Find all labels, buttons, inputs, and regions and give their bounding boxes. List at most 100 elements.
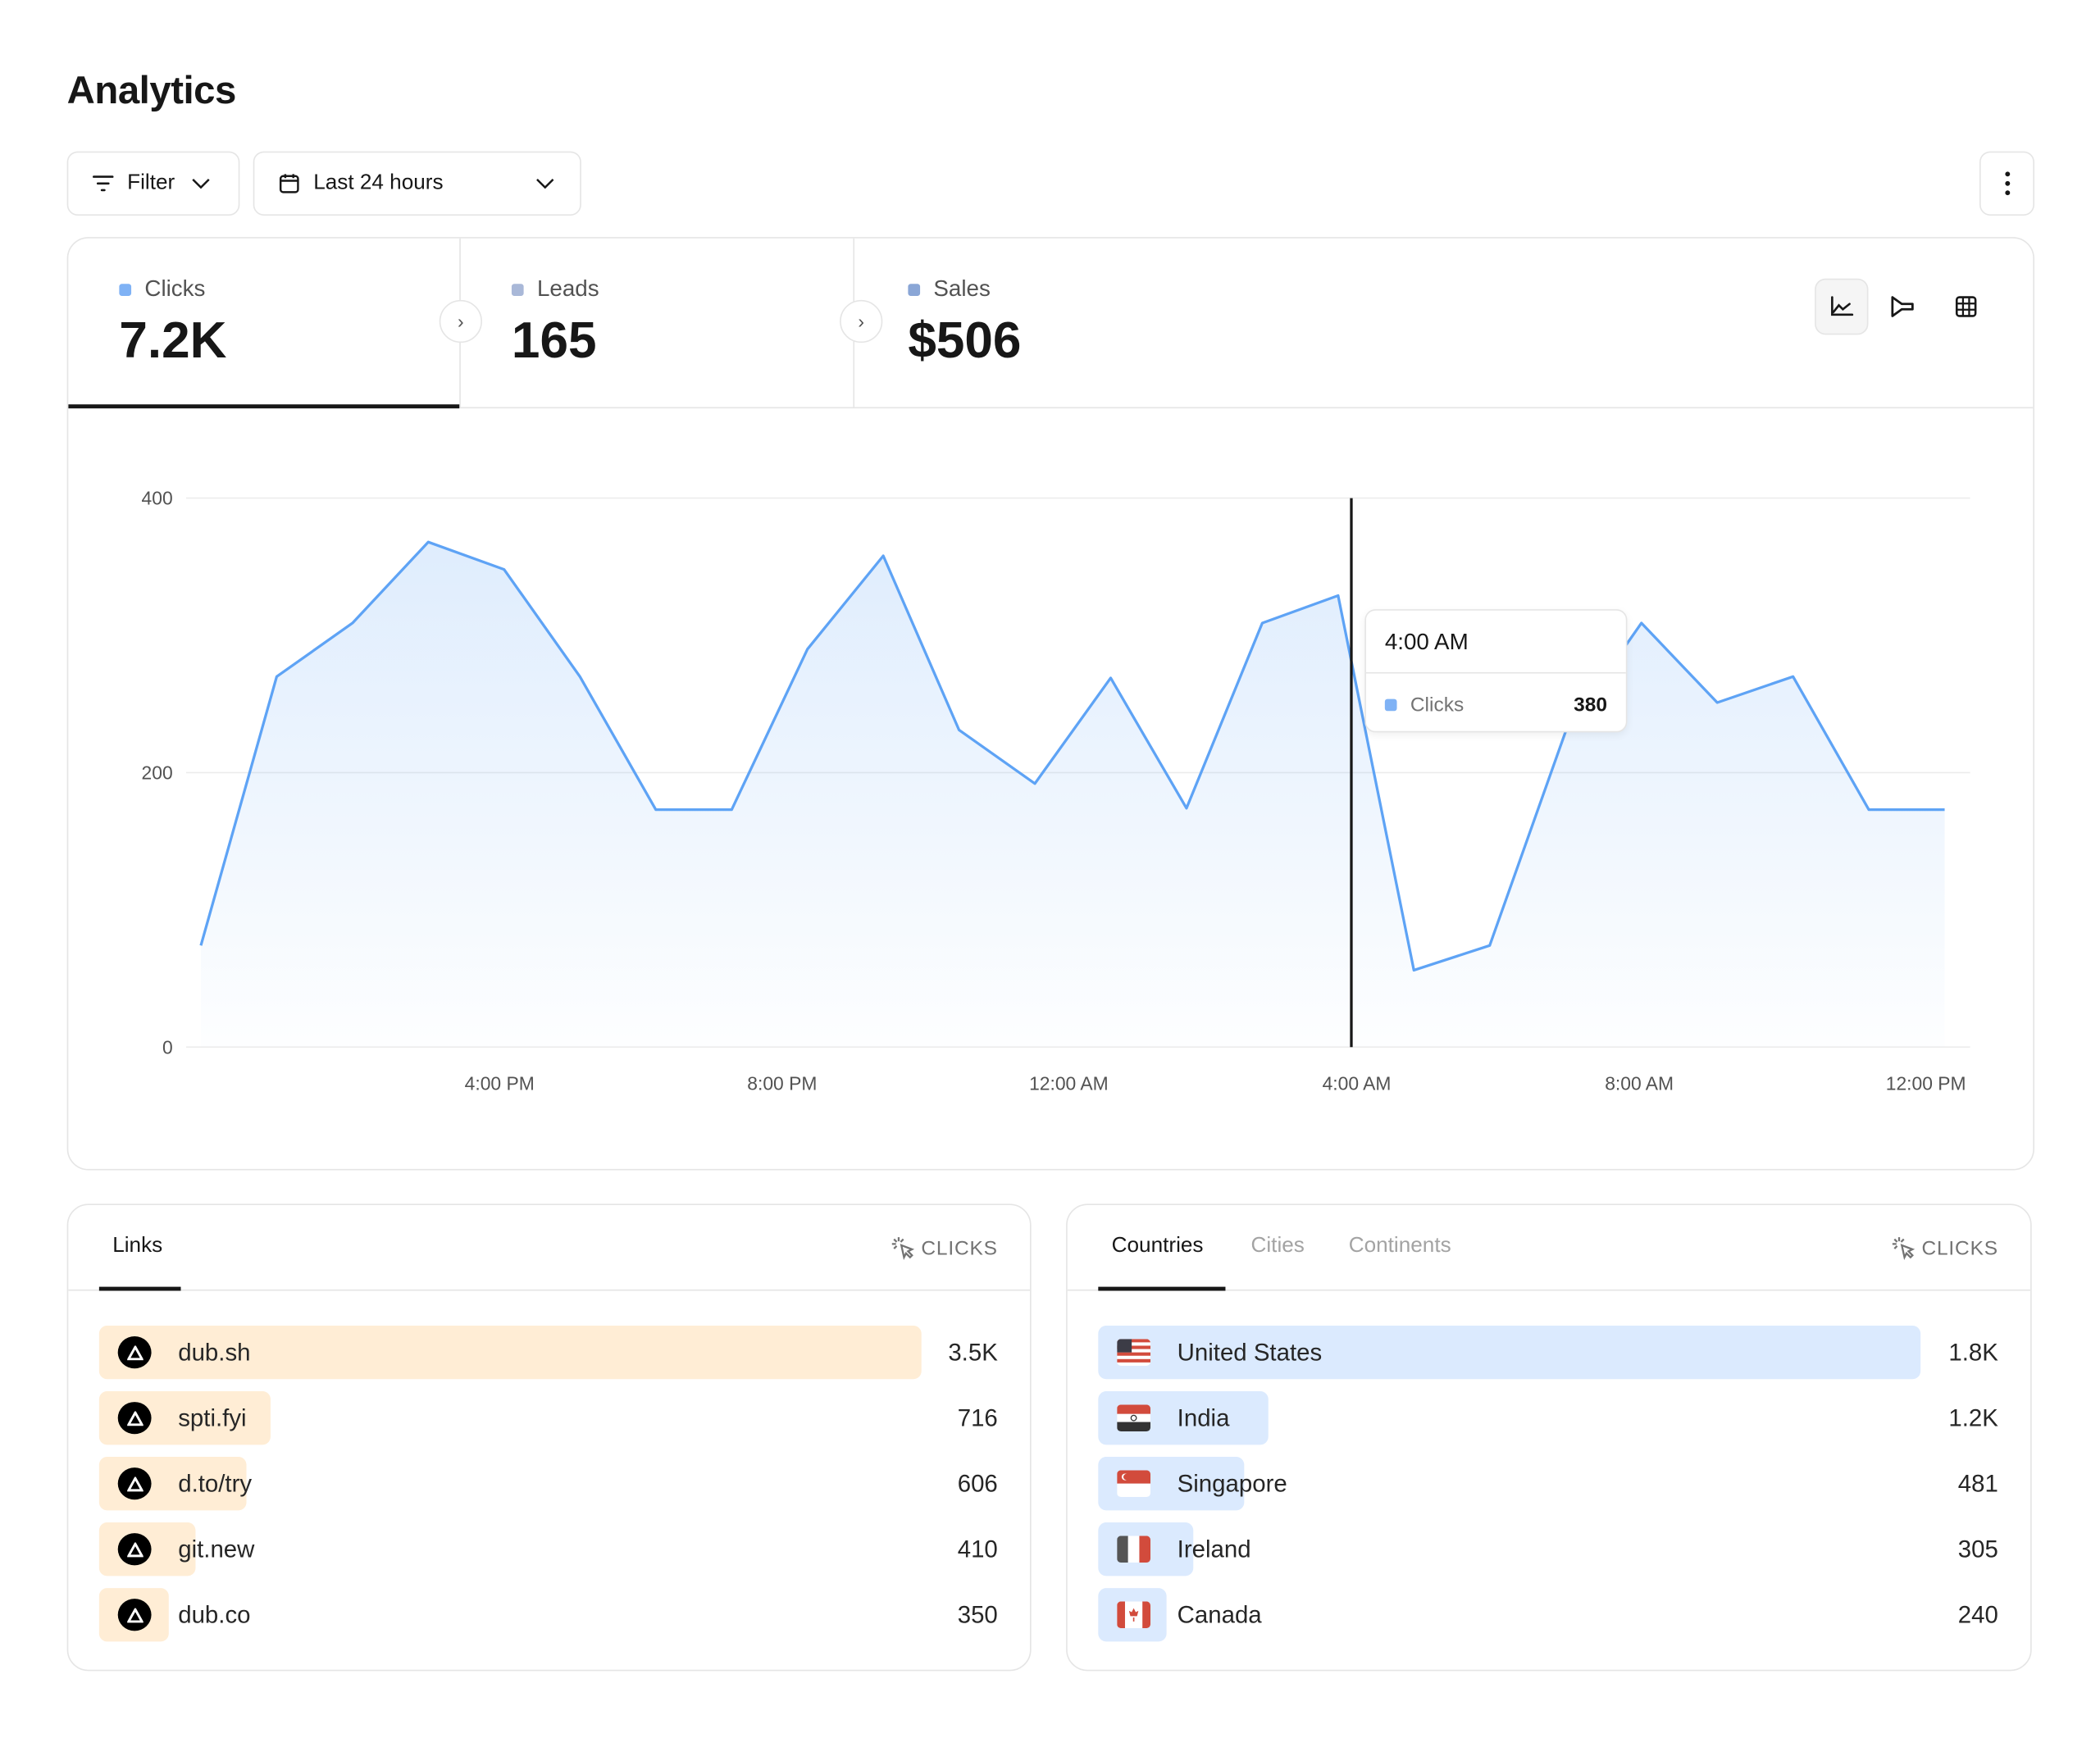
country-name: United States bbox=[1177, 1339, 1323, 1366]
link-name: d.to/try bbox=[178, 1470, 253, 1498]
metric-tab-sales[interactable]: Sales $506 bbox=[854, 239, 1256, 407]
flag-ie-icon bbox=[1117, 1536, 1151, 1563]
table-view-button[interactable] bbox=[1939, 279, 1993, 335]
cursor-click-icon bbox=[1892, 1237, 1915, 1260]
page-title: Analytics bbox=[66, 69, 237, 113]
active-tab-indicator bbox=[68, 404, 460, 409]
table-grid-icon bbox=[1955, 296, 1977, 317]
chevron-down-icon bbox=[536, 178, 554, 189]
click-count: 716 bbox=[957, 1404, 998, 1431]
chart-tooltip: 4:00 AM Clicks 380 bbox=[1364, 609, 1628, 733]
sales-legend-swatch bbox=[908, 283, 921, 296]
y-tick-label: 0 bbox=[162, 1036, 173, 1058]
clicks-area-fill bbox=[200, 542, 1945, 1048]
filter-label: Filter bbox=[127, 171, 175, 194]
tab-cities[interactable]: Cities bbox=[1250, 1234, 1305, 1258]
flag-ca-icon bbox=[1117, 1601, 1151, 1629]
tooltip-value: 380 bbox=[1574, 694, 1607, 717]
flag-sg-icon bbox=[1117, 1470, 1151, 1498]
clicks-area-chart[interactable]: 0 200 400 4:00 PM 8:00 PM 12:00 AM 4:00 AM 8:00… bbox=[68, 239, 2034, 1171]
line-chart-view-button[interactable] bbox=[1815, 278, 1869, 335]
funnel-view-button[interactable] bbox=[1876, 279, 1929, 335]
country-name: Singapore bbox=[1177, 1470, 1287, 1498]
country-row[interactable]: United States 1.8K bbox=[1098, 1325, 1998, 1380]
more-options-button[interactable] bbox=[1979, 151, 2034, 216]
filter-icon bbox=[93, 175, 114, 192]
link-row[interactable]: dub.sh 3.5K bbox=[98, 1325, 998, 1380]
tab-continents[interactable]: Continents bbox=[1348, 1234, 1451, 1258]
x-tick-label: 4:00 AM bbox=[1323, 1073, 1392, 1094]
metric-label: Sales bbox=[933, 275, 991, 302]
tab-links[interactable]: Links bbox=[112, 1234, 163, 1258]
cursor-click-icon bbox=[891, 1237, 914, 1260]
click-count: 240 bbox=[1957, 1601, 1998, 1629]
link-favicon-icon bbox=[117, 1533, 152, 1566]
date-range-select[interactable]: Last 24 hours bbox=[253, 151, 581, 216]
country-name: Canada bbox=[1177, 1601, 1262, 1629]
clicks-label: CLICKS bbox=[921, 1236, 998, 1260]
clicks-series-line bbox=[199, 540, 1945, 972]
share-bar bbox=[1098, 1325, 1921, 1380]
country-row[interactable]: India 1.2K bbox=[1098, 1390, 1998, 1445]
links-panel: Links CLICKS dub.sh 3.5K spti.fyi 716 d.… bbox=[66, 1203, 1032, 1672]
link-row[interactable]: spti.fyi 716 bbox=[98, 1390, 998, 1445]
link-favicon-icon bbox=[117, 1336, 152, 1369]
filter-button[interactable]: Filter bbox=[66, 151, 240, 216]
more-vertical-icon bbox=[2004, 171, 2010, 196]
chevron-down-icon bbox=[191, 178, 209, 189]
metric-label: Leads bbox=[536, 275, 599, 302]
line-chart-icon bbox=[1831, 296, 1854, 316]
link-name: dub.co bbox=[178, 1601, 251, 1629]
x-tick-label: 8:00 AM bbox=[1605, 1073, 1674, 1094]
click-count: 3.5K bbox=[948, 1339, 998, 1366]
flag-in-icon bbox=[1117, 1404, 1151, 1431]
country-row[interactable]: Ireland 305 bbox=[1098, 1522, 1998, 1576]
y-tick-label: 400 bbox=[142, 488, 173, 509]
link-row[interactable]: dub.co 350 bbox=[98, 1588, 998, 1642]
tooltip-title: 4:00 AM bbox=[1384, 629, 1469, 655]
x-tick-label: 4:00 PM bbox=[465, 1073, 535, 1094]
x-tick-label: 8:00 PM bbox=[747, 1073, 817, 1094]
clicks-legend-swatch bbox=[119, 283, 132, 296]
click-count: 1.8K bbox=[1948, 1339, 1998, 1366]
tooltip-swatch bbox=[1384, 698, 1397, 712]
link-name: git.new bbox=[178, 1536, 255, 1563]
country-name: India bbox=[1177, 1404, 1230, 1431]
chevron-right-icon: › bbox=[840, 299, 883, 344]
share-bar bbox=[98, 1325, 922, 1380]
metric-label: Clicks bbox=[144, 275, 206, 302]
tab-countries[interactable]: Countries bbox=[1111, 1234, 1204, 1258]
click-count: 606 bbox=[957, 1470, 998, 1498]
metric-value: 7.2K bbox=[119, 313, 227, 370]
funnel-icon bbox=[1891, 296, 1914, 317]
calendar-icon bbox=[279, 174, 299, 193]
locations-panel: Countries Cities Continents CLICKS Unite… bbox=[1066, 1203, 2032, 1672]
analytics-chart-card: Clicks 7.2K › Leads 165 › Sales $506 0 20… bbox=[66, 237, 2034, 1171]
link-favicon-icon bbox=[117, 1402, 152, 1435]
link-row[interactable]: git.new 410 bbox=[98, 1522, 998, 1576]
country-row[interactable]: Canada 240 bbox=[1098, 1588, 1998, 1642]
link-favicon-icon bbox=[117, 1467, 152, 1500]
clicks-column-header: CLICKS bbox=[891, 1236, 998, 1260]
country-name: Ireland bbox=[1177, 1536, 1251, 1563]
leads-legend-swatch bbox=[511, 283, 524, 296]
click-count: 481 bbox=[1957, 1470, 1998, 1498]
click-count: 305 bbox=[1957, 1536, 1998, 1563]
chevron-right-icon: › bbox=[439, 299, 482, 344]
link-row[interactable]: d.to/try 606 bbox=[98, 1457, 998, 1511]
clicks-column-header: CLICKS bbox=[1891, 1236, 1998, 1260]
y-tick-label: 200 bbox=[142, 762, 173, 784]
metric-value: $506 bbox=[908, 313, 1022, 370]
tooltip-series: Clicks bbox=[1410, 694, 1465, 717]
x-tick-label: 12:00 AM bbox=[1029, 1073, 1109, 1094]
country-row[interactable]: Singapore 481 bbox=[1098, 1457, 1998, 1511]
link-name: dub.sh bbox=[178, 1339, 251, 1366]
click-count: 410 bbox=[957, 1536, 998, 1563]
click-count: 1.2K bbox=[1948, 1404, 1998, 1431]
clicks-label: CLICKS bbox=[1921, 1236, 1998, 1260]
metric-value: 165 bbox=[511, 313, 597, 370]
flag-us-icon bbox=[1117, 1339, 1151, 1366]
link-name: spti.fyi bbox=[178, 1404, 247, 1431]
date-range-label: Last 24 hours bbox=[313, 171, 444, 194]
metric-tab-clicks[interactable]: Clicks 7.2K bbox=[68, 238, 461, 409]
